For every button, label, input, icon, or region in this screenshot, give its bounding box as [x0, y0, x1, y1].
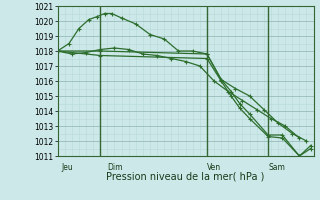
X-axis label: Pression niveau de la mer( hPa ): Pression niveau de la mer( hPa ) [107, 172, 265, 182]
Text: Dim: Dim [108, 163, 123, 172]
Text: Jeu: Jeu [62, 163, 74, 172]
Text: Ven: Ven [207, 163, 221, 172]
Text: Sam: Sam [268, 163, 285, 172]
